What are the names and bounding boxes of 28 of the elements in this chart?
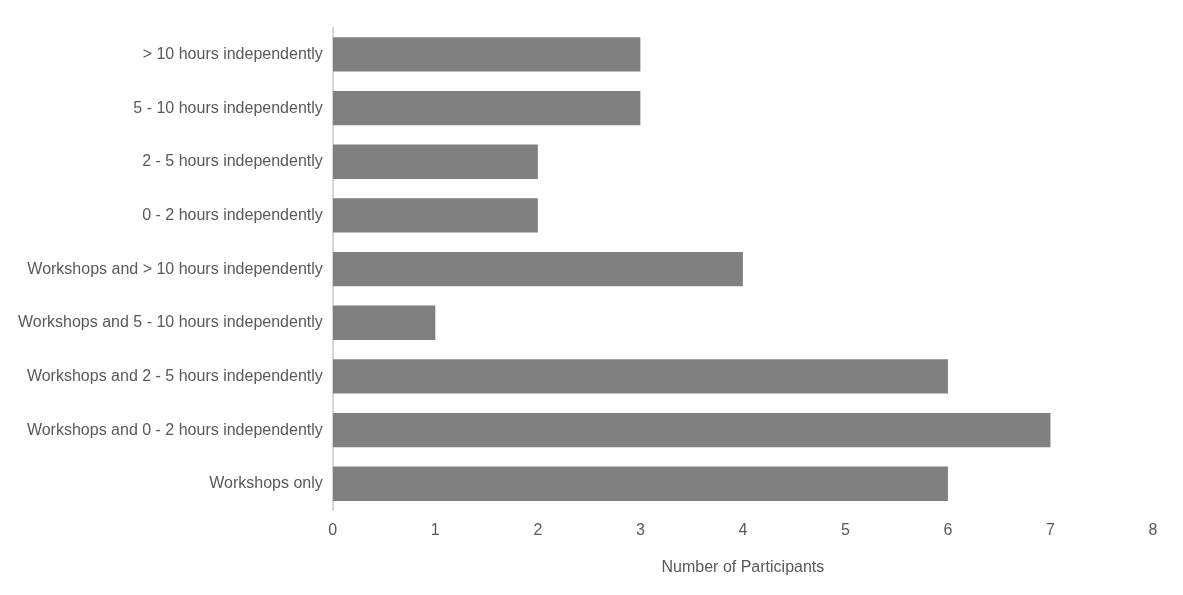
x-tick-label: 0 — [328, 520, 338, 538]
x-tick-label: 7 — [1046, 520, 1056, 538]
y-tick-label: Workshops and 0 - 2 hours independently — [26, 420, 323, 438]
y-tick-label: Workshops and 5 - 10 hours independently — [17, 313, 323, 331]
bar — [332, 251, 743, 287]
x-tick-label: 2 — [533, 520, 543, 538]
y-tick-label: Workshops and > 10 hours independently — [27, 259, 323, 277]
x-tick-label: 6 — [943, 520, 953, 538]
bar — [332, 90, 641, 126]
bar — [332, 359, 948, 394]
bar — [332, 198, 538, 233]
bar — [332, 144, 538, 179]
x-tick-label: 3 — [635, 520, 645, 538]
bar — [332, 466, 948, 501]
y-tick-label: 0 - 2 hours independently — [142, 205, 323, 223]
x-tick-label: 5 — [840, 520, 850, 538]
y-tick-label: 2 - 5 hours independently — [142, 152, 323, 170]
bar — [332, 412, 1051, 448]
y-tick-label: Workshops only — [209, 474, 323, 492]
x-tick-label: 1 — [430, 520, 440, 538]
y-tick-label: Workshops and 2 - 5 hours independently — [26, 366, 323, 384]
x-tick-label: 8 — [1148, 520, 1158, 538]
bar — [332, 37, 641, 72]
bar — [332, 305, 436, 340]
x-tick-label: 4 — [738, 520, 748, 538]
y-tick-label: > 10 hours independently — [142, 44, 323, 62]
y-tick-label: 5 - 10 hours independently — [133, 98, 323, 116]
x-axis-title: Number of Participants — [661, 557, 825, 575]
